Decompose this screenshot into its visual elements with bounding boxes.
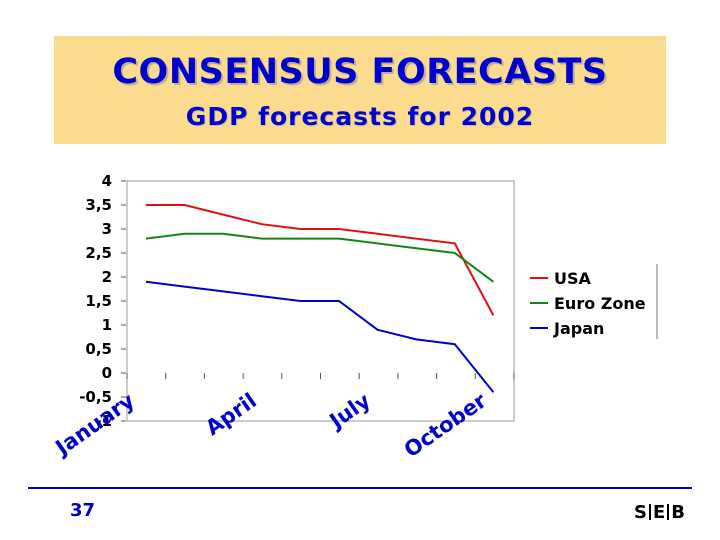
y-tick-label: 0,5 xyxy=(85,340,112,358)
y-tick-label: 1,5 xyxy=(85,292,112,310)
y-tick-label: 1 xyxy=(102,316,112,334)
series-line-euro-zone xyxy=(145,232,494,283)
page-number: 37 xyxy=(70,500,96,521)
y-tick-label: -0,5 xyxy=(79,388,112,406)
y-tick-label: 3 xyxy=(102,220,112,238)
plot-area-border xyxy=(126,180,515,422)
header-banner: CONSENSUS FORECASTS GDP forecasts for 20… xyxy=(54,36,666,144)
y-tick-label: 2,5 xyxy=(85,244,112,262)
logo-letter-s: S xyxy=(634,502,647,523)
logo-letter-e: E xyxy=(652,502,666,523)
y-tick-label: -1 xyxy=(95,412,112,430)
page-subtitle: GDP forecasts for 2002 xyxy=(185,102,535,131)
legend-label: USA xyxy=(554,269,592,288)
x-tick-label: April xyxy=(201,388,261,440)
y-tick-label: 4 xyxy=(102,172,112,190)
series-line-usa xyxy=(146,204,495,316)
legend-label: Japan xyxy=(553,319,604,338)
footer-divider xyxy=(28,487,692,489)
y-tick-label: 0 xyxy=(102,364,112,382)
page-title: CONSENSUS FORECASTS xyxy=(112,52,608,92)
series-line-japan xyxy=(145,280,495,393)
y-tick-label: 2 xyxy=(102,268,112,286)
legend-label: Euro Zone xyxy=(554,294,646,313)
logo-letter-b: B xyxy=(671,502,685,523)
x-tick-label: October xyxy=(400,388,492,462)
y-tick-label: 3,5 xyxy=(85,196,112,214)
x-tick-label: July xyxy=(324,388,375,434)
